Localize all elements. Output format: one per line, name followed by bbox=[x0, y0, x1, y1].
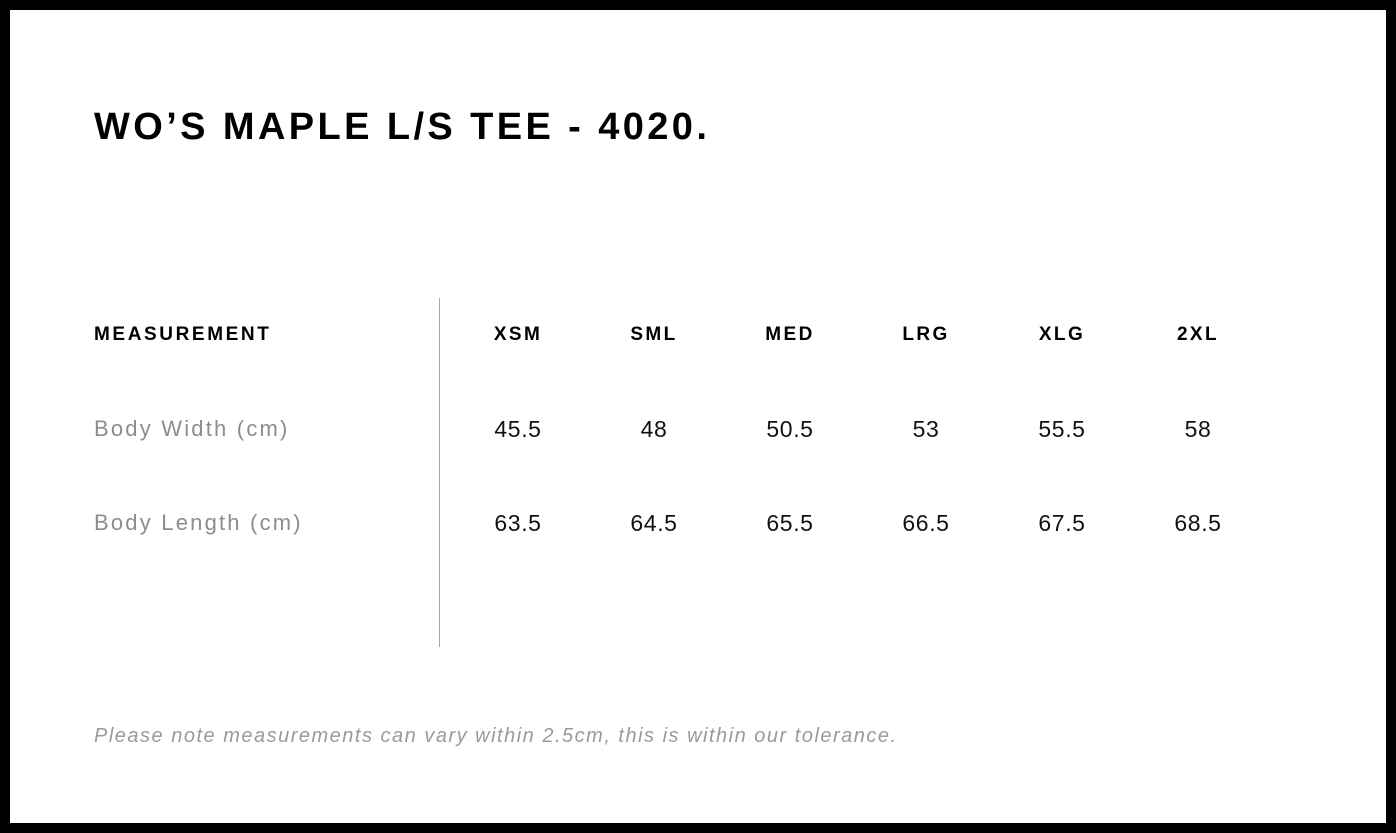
row-label-body-width: Body Width (cm) bbox=[94, 416, 290, 441]
cell-body-width-med: 50.5 bbox=[766, 415, 814, 442]
cell-body-length-med: 65.5 bbox=[766, 509, 814, 536]
cell-body-width-2xl: 58 bbox=[1184, 415, 1212, 442]
cell-body-length-2xl: 68.5 bbox=[1174, 509, 1222, 536]
cell-body-length-xsm: 63.5 bbox=[494, 509, 542, 536]
table-row: Body Length (cm) 63.5 64.5 65.5 66.5 67.… bbox=[10, 476, 1386, 570]
column-header-size-sml: SML bbox=[630, 324, 678, 345]
cell-body-width-sml: 48 bbox=[640, 415, 668, 442]
page-title: WO’S MAPLE L/S TEE - 4020. bbox=[94, 106, 711, 148]
row-spacer bbox=[1266, 382, 1386, 476]
size-table: MEASUREMENT XSM SML MED LRG XLG 2XL Body… bbox=[10, 288, 1386, 570]
column-divider bbox=[439, 298, 440, 647]
cell-body-width-lrg: 53 bbox=[912, 415, 940, 442]
column-header-measurement: MEASUREMENT bbox=[94, 324, 272, 345]
tolerance-footnote: Please note measurements can vary within… bbox=[94, 725, 898, 747]
cell-body-width-xsm: 45.5 bbox=[494, 415, 542, 442]
table-row: Body Width (cm) 45.5 48 50.5 53 55.5 58 bbox=[10, 382, 1386, 476]
column-header-size-xsm: XSM bbox=[493, 324, 543, 345]
cell-body-length-sml: 64.5 bbox=[630, 509, 678, 536]
row-spacer bbox=[1266, 476, 1386, 570]
cell-body-length-xlg: 67.5 bbox=[1038, 509, 1086, 536]
column-header-size-lrg: LRG bbox=[902, 324, 950, 345]
column-header-size-2xl: 2XL bbox=[1176, 324, 1220, 345]
row-label-body-length: Body Length (cm) bbox=[94, 510, 303, 535]
column-header-spacer bbox=[1266, 288, 1386, 382]
cell-body-width-xlg: 55.5 bbox=[1038, 415, 1086, 442]
table-header-row: MEASUREMENT XSM SML MED LRG XLG 2XL bbox=[10, 288, 1386, 382]
size-table-container: MEASUREMENT XSM SML MED LRG XLG 2XL Body… bbox=[10, 288, 1386, 658]
column-header-size-xlg: XLG bbox=[1038, 324, 1086, 345]
column-header-size-med: MED bbox=[765, 324, 815, 345]
cell-body-length-lrg: 66.5 bbox=[902, 509, 950, 536]
size-chart-sheet: WO’S MAPLE L/S TEE - 4020. MEASUREMENT bbox=[10, 10, 1386, 823]
